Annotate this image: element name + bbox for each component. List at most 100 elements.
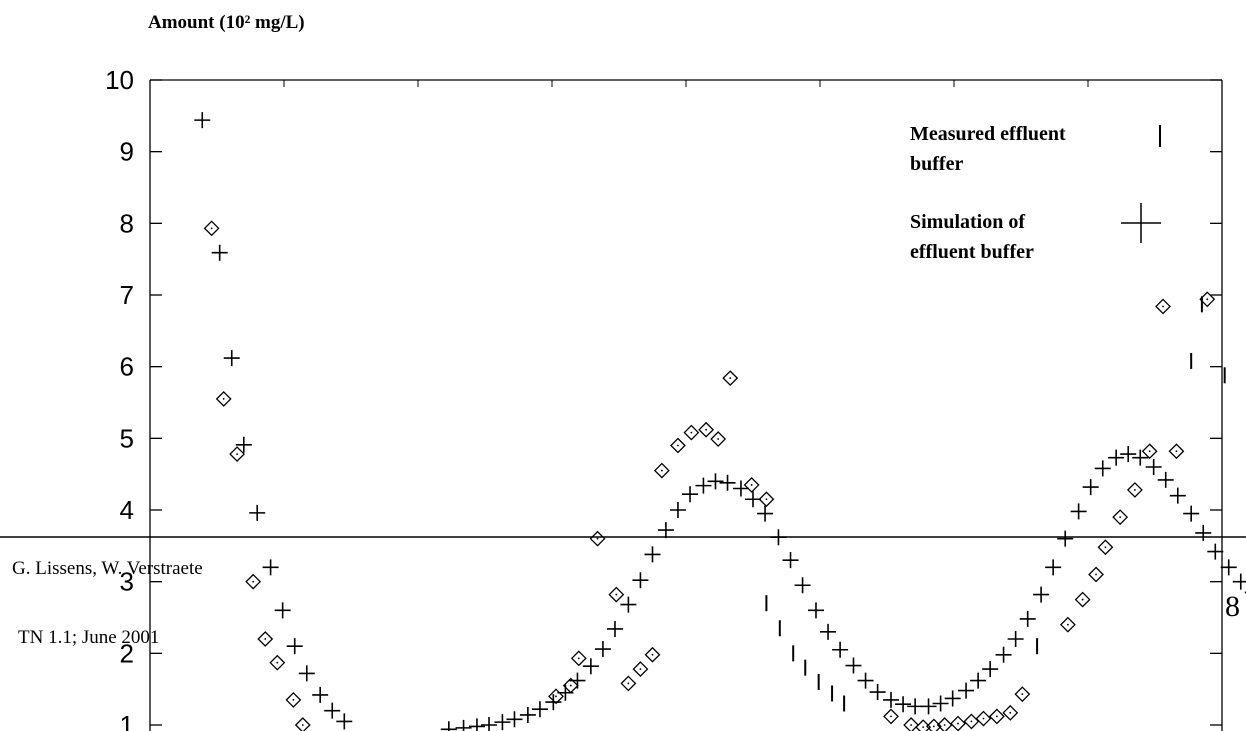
diamond-center-dot [890,715,892,718]
diamond-center-dot [690,431,693,434]
plus-point [1145,459,1162,475]
plus-point [719,474,736,491]
diamond-center-dot [577,657,580,660]
diamond-center-dot [1206,298,1209,301]
diamond-center-dot [1009,711,1012,714]
diamond-center-dot [264,638,267,640]
plus-point [682,486,699,503]
diamond-point [257,631,274,647]
plus-point [958,682,975,699]
plus-point [455,719,472,731]
diamond-center-dot [1081,598,1084,601]
diamond-point [570,650,587,667]
data-marks [194,112,1246,731]
plus-point [1195,524,1212,541]
diamond-center-dot [1134,489,1136,491]
diamond-point [653,462,670,479]
plus-point [632,572,649,589]
y-tick-label: 4 [120,495,134,525]
plus-point [545,694,562,711]
diamond-center-dot [995,715,998,718]
plus-point [869,684,886,701]
plot-frame [149,79,1223,731]
plus-point [235,436,252,453]
diamond-center-dot [569,684,572,687]
plus-point [907,698,924,715]
diamond-center-dot [1162,305,1164,308]
diamond-center-dot [729,377,732,380]
y-axis-ticks: 10 9 8 7 6 5 4 3 2 1 [105,65,1222,731]
plus-point [1183,505,1200,522]
plus-point [732,480,749,497]
plus-point [995,646,1012,663]
plus-point [820,623,837,640]
plus-point [782,552,799,569]
plus-point [1082,479,1099,496]
plus-point [657,522,674,539]
footer-note: TN 1.1; June 2001 [18,627,159,648]
plus-point [606,620,623,637]
plus-point [582,658,599,675]
diamond-center-dot [276,661,279,664]
diamond-center-dot [943,724,946,726]
plus-point [932,695,949,712]
plus-point [807,602,824,619]
y-tick-label: 9 [120,137,134,167]
plus-point [1157,471,1174,488]
diamond-center-dot [596,537,599,540]
diamond-point [722,370,739,387]
page-number: 8 [1225,590,1240,623]
y-axis-title: Amount (10² mg/L) [148,12,305,33]
plus-point [1057,530,1074,547]
diamond-center-dot [210,227,213,230]
diamond-center-dot [970,720,973,723]
diamond-center-dot [922,726,925,729]
plus-point [944,690,961,707]
plus-point [324,702,341,719]
diamond-point [903,717,920,731]
diamond-center-dot [750,484,753,486]
plus-point [468,718,485,731]
diamond-point [269,654,286,671]
diamond-point [608,586,625,603]
diamond-point [1059,616,1076,633]
plus-point [1169,487,1186,504]
diamond-center-dot [717,438,720,440]
diamond-point [632,661,649,678]
plus-point [1132,449,1149,466]
diamond-point [229,446,246,463]
diamond-center-dot [1067,623,1069,626]
diamond-point [1014,686,1031,703]
plus-point [211,244,228,261]
legend-sample-plus [1121,203,1161,243]
plus-point [695,477,712,494]
plus-point [312,686,329,703]
diamond-point [670,437,686,454]
diamond-point [758,491,775,508]
diamond-center-dot [933,725,935,728]
diamond-point [975,710,992,727]
plus-point [249,504,266,521]
plus-point [845,657,862,674]
diamond-center-dot [982,717,985,720]
legend-label: Simulation of [910,211,1025,233]
plus-point [644,546,661,563]
diamond-point [936,717,953,731]
plus-point [1007,631,1024,647]
plus-point [557,684,574,701]
diamond-center-dot [677,444,679,447]
diamond-center-dot [765,498,768,501]
plus-point [1108,449,1125,466]
plus-point [1094,460,1111,477]
diamond-center-dot [639,668,642,670]
diamond-point [988,708,1005,725]
y-tick-label: 8 [120,208,134,238]
plus-point [519,706,536,723]
legend-label: effluent buffer [910,241,1034,263]
diamond-center-dot [660,469,663,472]
plus-point [440,721,457,731]
diamond-center-dot [1119,516,1122,519]
plus-point [895,696,912,713]
plus-point [1220,559,1237,576]
diamond-center-dot [1175,450,1178,453]
